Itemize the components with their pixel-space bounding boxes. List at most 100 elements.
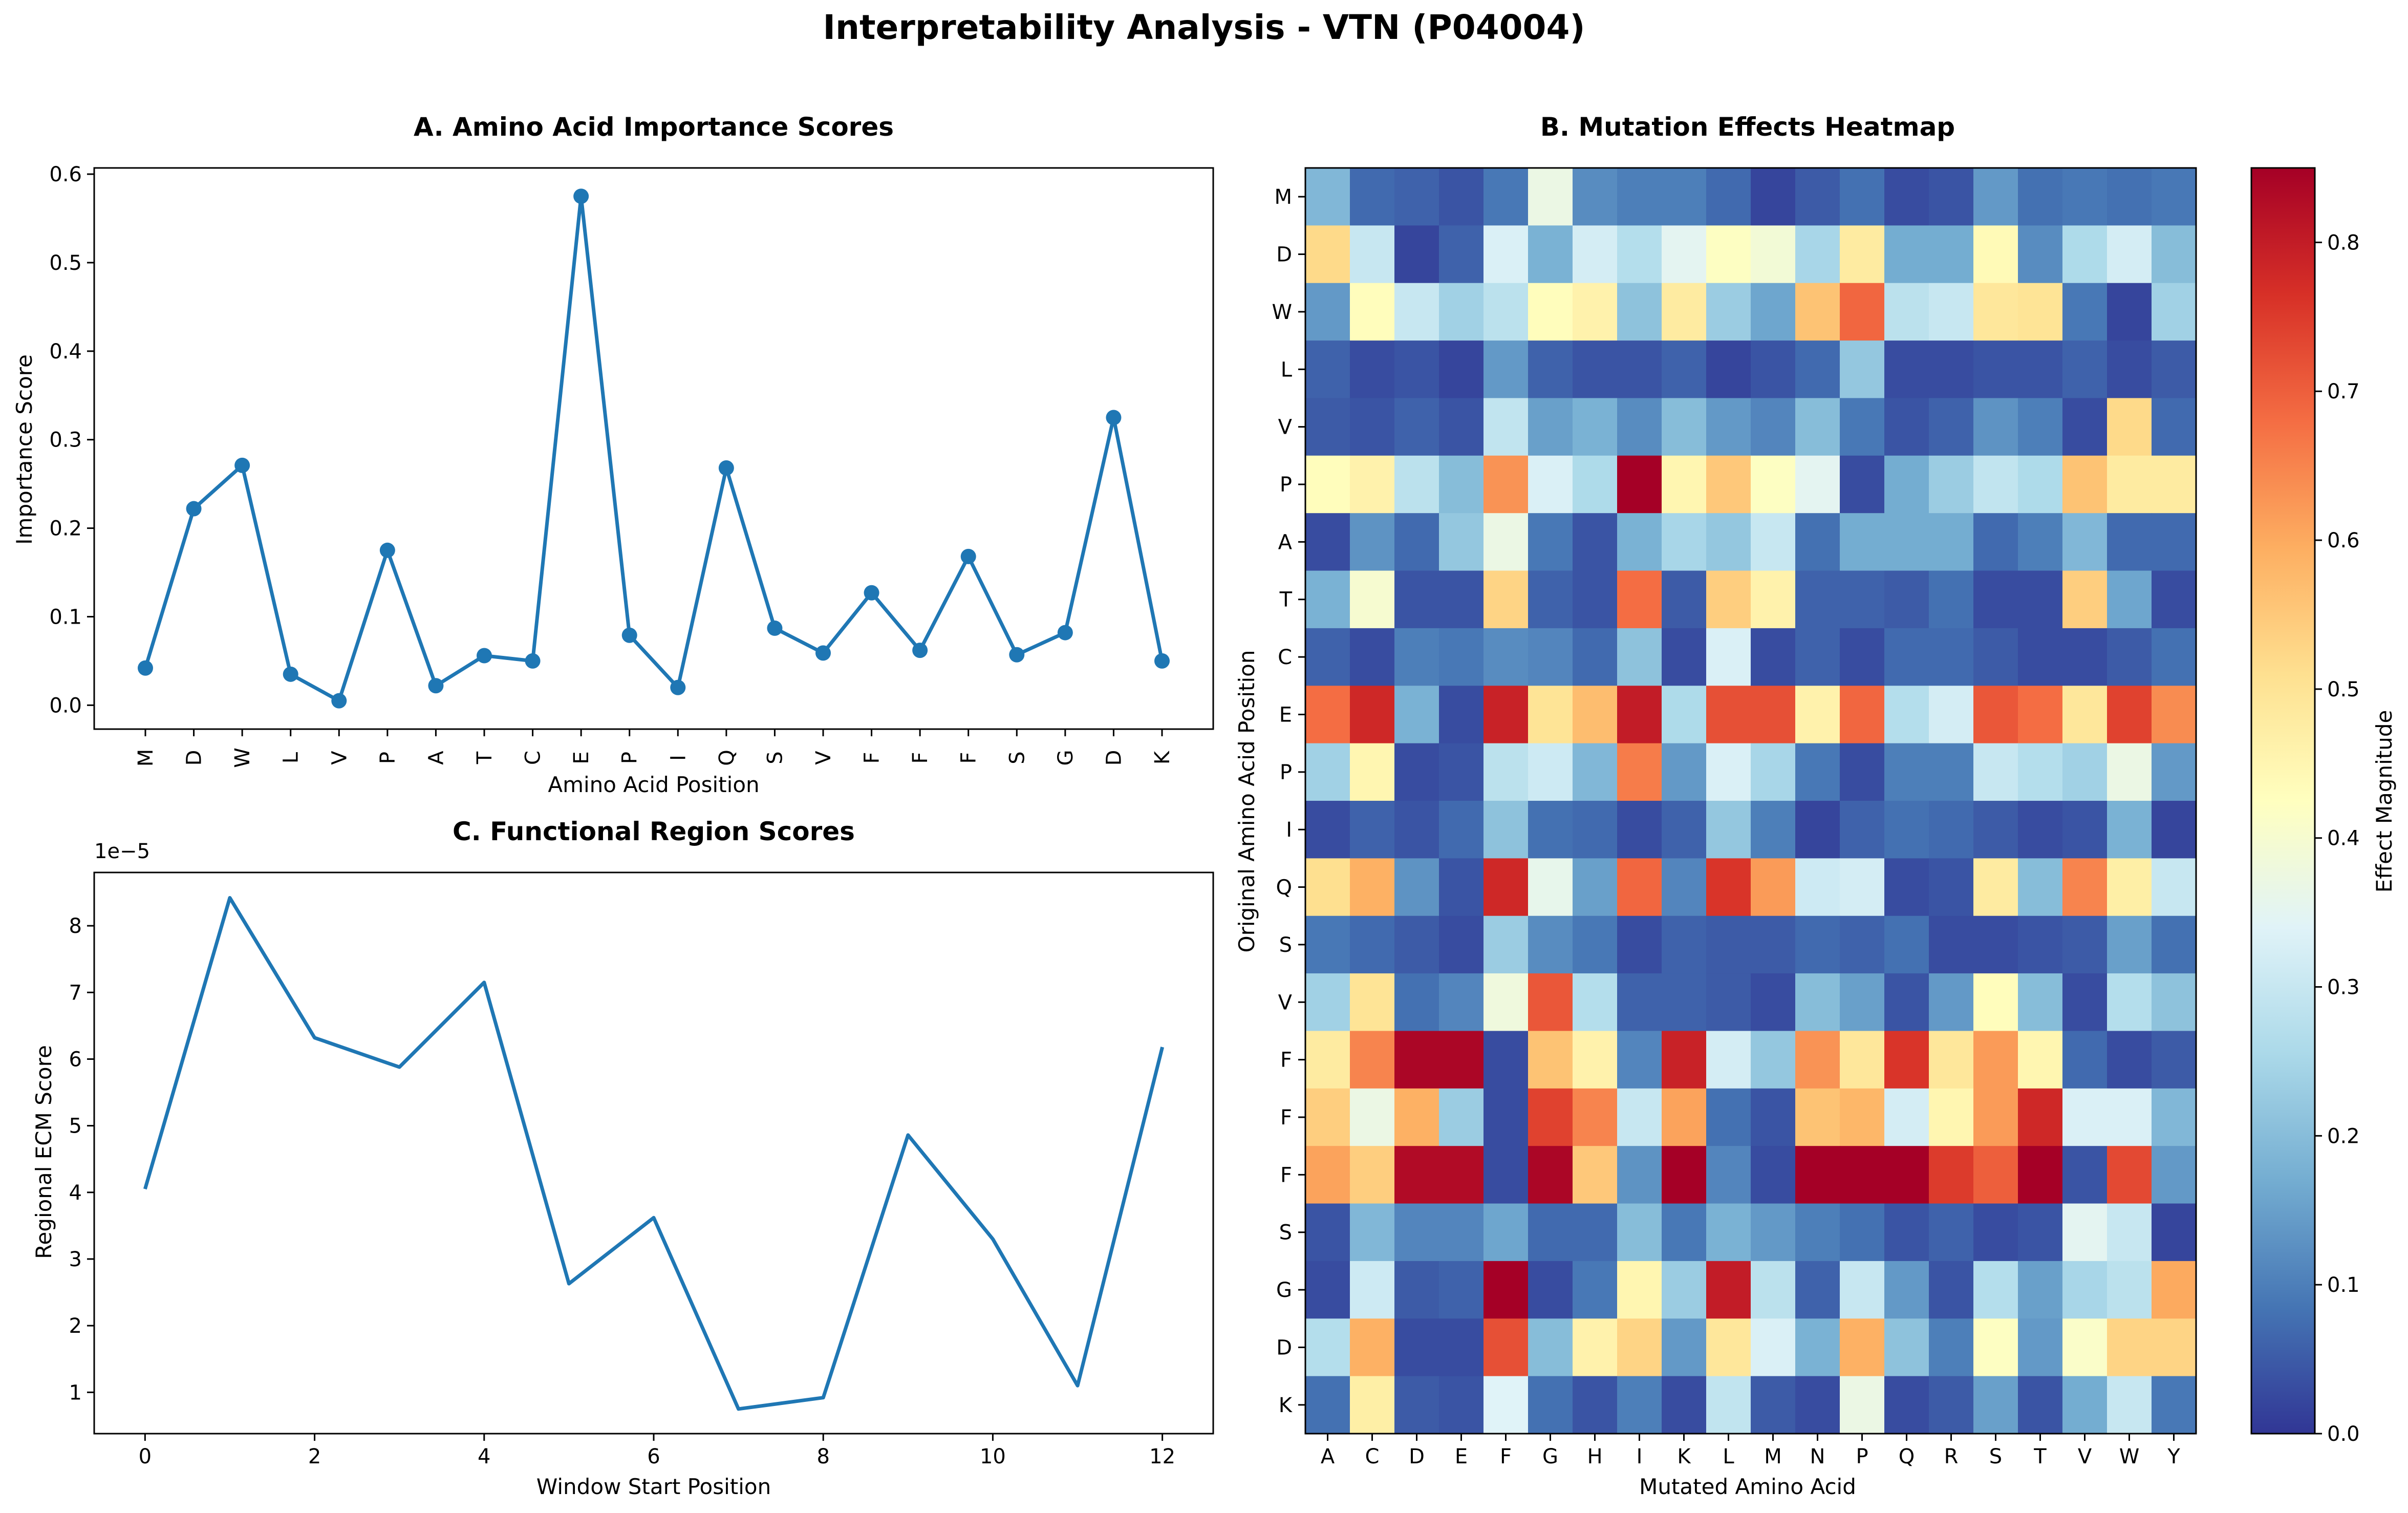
heatmap-cell: [1840, 168, 1885, 226]
heatmap-cell: [1617, 1031, 1662, 1089]
heatmap-cell: [1305, 513, 1350, 571]
heatmap-cell: [1394, 168, 1439, 226]
heatmap-cell: [2018, 1376, 2063, 1434]
heatmap-cell: [1751, 1146, 1796, 1204]
heatmap-cell: [1617, 340, 1662, 399]
heatmap-cell: [1973, 340, 2018, 399]
panel-c-ytick-label: 2: [69, 1314, 82, 1338]
heatmap-cell: [2107, 283, 2152, 341]
heatmap-cell: [1617, 513, 1662, 571]
heatmap-cell: [2152, 686, 2197, 744]
heatmap-cell: [1617, 570, 1662, 629]
heatmap-cell: [1439, 225, 1484, 284]
colorbar-label: Effect Magnitude: [2372, 710, 2397, 893]
heatmap-cell: [1973, 398, 2018, 456]
heatmap-cell: [1483, 513, 1529, 571]
heatmap-cell: [1751, 973, 1796, 1032]
panel-a-point: [864, 585, 879, 601]
heatmap-cell: [1528, 1203, 1573, 1262]
heatmap-cell: [1350, 283, 1395, 341]
heatmap-cell: [1528, 915, 1573, 974]
heatmap-cell: [1350, 398, 1395, 456]
heatmap-cell: [1973, 225, 2018, 284]
heatmap-cell: [1795, 570, 1840, 629]
heatmap-cell: [1483, 340, 1529, 399]
heatmap-cell: [1305, 570, 1350, 629]
heatmap-cell: [2018, 1261, 2063, 1319]
heatmap-cell: [1884, 1031, 1929, 1089]
heatmap-cell: [2152, 340, 2197, 399]
heatmap-cell: [1706, 1318, 1751, 1377]
heatmap-ytick-label: G: [1276, 1278, 1292, 1302]
heatmap-cell: [1973, 1318, 2018, 1377]
heatmap-cell: [1439, 340, 1484, 399]
heatmap-xtick-label: N: [1810, 1445, 1825, 1468]
heatmap-cell: [1439, 858, 1484, 917]
heatmap-cell: [1573, 513, 1618, 571]
heatmap-cell: [1394, 455, 1439, 514]
heatmap-cell: [1305, 973, 1350, 1032]
heatmap-cell: [2107, 1318, 2152, 1377]
panel-a-xtick-label: F: [909, 752, 932, 763]
panel-a-xtick-label: C: [522, 751, 545, 765]
heatmap-cell: [1751, 743, 1796, 801]
heatmap-xtick-label: S: [1989, 1445, 2002, 1468]
colorbar: [2250, 167, 2316, 1435]
panel-a-point: [670, 679, 686, 695]
heatmap-cell: [1795, 340, 1840, 399]
heatmap-cell: [1483, 801, 1529, 859]
heatmap-cell: [1795, 628, 1840, 686]
heatmap-cell: [2107, 973, 2152, 1032]
heatmap-cell: [1795, 1146, 1840, 1204]
panel-a-xtick-label: Q: [715, 750, 739, 765]
heatmap-cell: [1617, 225, 1662, 284]
panel-a-point: [138, 660, 153, 676]
heatmap-xtick-label: L: [1723, 1445, 1734, 1468]
heatmap-cell: [1884, 168, 1929, 226]
heatmap-cell: [2018, 283, 2063, 341]
heatmap-cell: [1706, 915, 1751, 974]
heatmap-ytick-label: D: [1276, 1336, 1292, 1359]
heatmap-cell: [1795, 1031, 1840, 1089]
heatmap-cell: [1795, 455, 1840, 514]
heatmap-cell: [1795, 801, 1840, 859]
heatmap-cell: [1439, 1261, 1484, 1319]
heatmap-cell: [1573, 455, 1618, 514]
panel-c-xtick-label: 8: [816, 1445, 829, 1468]
panel-c-region-chart: C. Functional Region Scores 1e−5 1234567…: [31, 817, 1214, 1499]
heatmap-cell: [2152, 1261, 2197, 1319]
heatmap-cell: [1929, 513, 1974, 571]
heatmap-cell: [1394, 743, 1439, 801]
heatmap-cell: [1394, 801, 1439, 859]
heatmap-cell: [1483, 915, 1529, 974]
heatmap-cell: [1394, 1088, 1439, 1146]
panel-c-title: C. Functional Region Scores: [453, 817, 855, 846]
heatmap-cell: [1439, 1088, 1484, 1146]
heatmap-cell: [1751, 225, 1796, 284]
heatmap-cell: [1840, 340, 1885, 399]
panel-a-ylabel: Importance Score: [12, 354, 37, 545]
heatmap-cell: [2152, 801, 2197, 859]
heatmap-cell: [1973, 743, 2018, 801]
heatmap-cell: [1884, 1203, 1929, 1262]
heatmap-cell: [1884, 915, 1929, 974]
heatmap-cell: [1573, 1261, 1618, 1319]
heatmap-cell: [1973, 168, 2018, 226]
panel-a-xtick-label: L: [280, 752, 303, 763]
heatmap-cell: [1483, 1261, 1529, 1319]
heatmap-cell: [1662, 225, 1707, 284]
heatmap-cell: [1439, 455, 1484, 514]
heatmap-cell: [1528, 1376, 1573, 1434]
heatmap-cell: [1483, 1031, 1529, 1089]
heatmap-cell: [1929, 455, 1974, 514]
heatmap-cell: [1929, 1031, 1974, 1089]
heatmap-cell: [2062, 1146, 2108, 1204]
heatmap-cell: [1350, 915, 1395, 974]
heatmap-cell: [1617, 455, 1662, 514]
heatmap-cell: [1483, 628, 1529, 686]
heatmap-xlabel: Mutated Amino Acid: [1639, 1474, 1856, 1499]
panel-c-xtick-label: 4: [478, 1445, 490, 1468]
heatmap-cell: [1662, 973, 1707, 1032]
heatmap-ytick-label: P: [1280, 473, 1292, 497]
heatmap-cell: [1929, 628, 1974, 686]
